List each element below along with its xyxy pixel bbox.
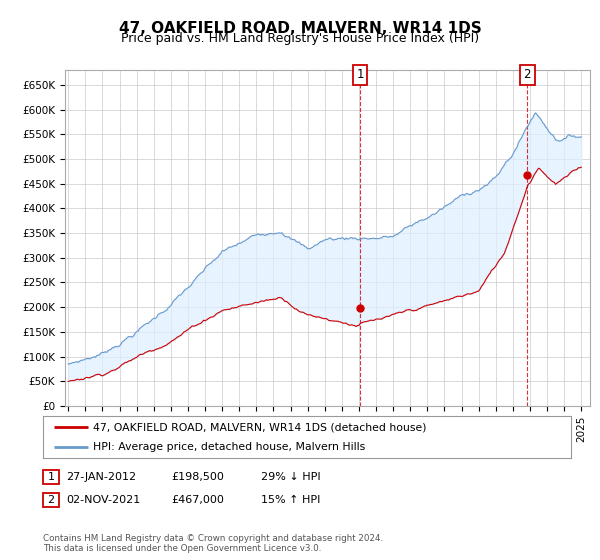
Text: £467,000: £467,000: [171, 495, 224, 505]
Text: 47, OAKFIELD ROAD, MALVERN, WR14 1DS (detached house): 47, OAKFIELD ROAD, MALVERN, WR14 1DS (de…: [94, 422, 427, 432]
Text: 47, OAKFIELD ROAD, MALVERN, WR14 1DS: 47, OAKFIELD ROAD, MALVERN, WR14 1DS: [119, 21, 481, 36]
Text: £198,500: £198,500: [171, 472, 224, 482]
Text: 27-JAN-2012: 27-JAN-2012: [66, 472, 136, 482]
Text: 02-NOV-2021: 02-NOV-2021: [66, 495, 140, 505]
Text: Contains HM Land Registry data © Crown copyright and database right 2024.
This d: Contains HM Land Registry data © Crown c…: [43, 534, 383, 553]
Text: 1: 1: [47, 472, 55, 482]
Text: 2: 2: [523, 68, 531, 81]
Text: 1: 1: [356, 68, 364, 81]
Text: HPI: Average price, detached house, Malvern Hills: HPI: Average price, detached house, Malv…: [94, 442, 365, 452]
Text: 2: 2: [47, 495, 55, 505]
Text: Price paid vs. HM Land Registry's House Price Index (HPI): Price paid vs. HM Land Registry's House …: [121, 32, 479, 45]
Text: 29% ↓ HPI: 29% ↓ HPI: [261, 472, 320, 482]
Text: 15% ↑ HPI: 15% ↑ HPI: [261, 495, 320, 505]
